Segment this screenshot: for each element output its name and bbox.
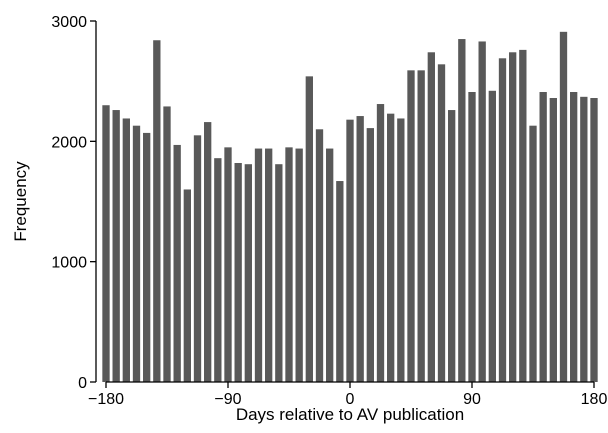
y-tick-label: 2000 <box>51 134 87 151</box>
x-tick-label: −90 <box>214 391 241 408</box>
bar <box>488 90 496 382</box>
bar <box>559 31 568 383</box>
bar <box>458 39 466 383</box>
bar <box>143 132 151 382</box>
x-axis-label: Days relative to AV publication <box>236 405 464 424</box>
bar <box>529 125 537 382</box>
bar <box>437 64 446 382</box>
bar <box>498 58 507 383</box>
x-tick-label: 0 <box>346 391 355 408</box>
bar <box>448 110 456 383</box>
bar <box>315 129 324 382</box>
bar <box>214 158 222 382</box>
bar <box>336 181 344 382</box>
bar <box>478 41 486 383</box>
bar <box>163 106 171 382</box>
bar <box>539 92 547 382</box>
bar <box>549 98 557 382</box>
bar <box>102 105 110 382</box>
bar <box>376 104 385 382</box>
bar <box>193 135 202 382</box>
bar <box>122 118 130 382</box>
y-axis-label: Frequency <box>11 161 30 242</box>
y-ticks-group: 0 1000 2000 3000 <box>51 14 96 392</box>
bar <box>570 92 578 382</box>
bar <box>295 148 303 382</box>
y-tick-label: 1000 <box>51 255 87 272</box>
y-tick-label: 3000 <box>51 14 87 31</box>
bar <box>265 148 273 382</box>
bar <box>356 116 364 382</box>
bar <box>173 144 181 382</box>
bar <box>326 148 334 382</box>
bar <box>366 128 374 382</box>
x-ticks-group: −180 −90 0 90 180 <box>88 382 607 408</box>
y-tick-label: 0 <box>78 375 87 392</box>
bar <box>183 189 191 382</box>
bar <box>387 113 395 382</box>
bar <box>132 125 141 382</box>
bar <box>204 122 212 382</box>
bar <box>427 52 435 382</box>
bar <box>275 164 283 382</box>
bar <box>285 147 293 382</box>
bar <box>346 119 354 383</box>
bar <box>519 49 527 382</box>
x-tick-label: 90 <box>463 391 481 408</box>
bar <box>305 76 313 382</box>
bar <box>509 52 517 382</box>
bar <box>244 164 252 382</box>
bars-group <box>102 31 598 383</box>
x-tick-label: −180 <box>88 391 124 408</box>
bar <box>254 148 263 382</box>
bar <box>407 70 415 382</box>
bar <box>580 96 588 382</box>
x-tick-label: 180 <box>581 391 608 408</box>
bar <box>417 70 425 382</box>
bar <box>112 110 120 383</box>
bar <box>153 40 161 382</box>
bar <box>224 147 232 382</box>
bar <box>468 92 476 382</box>
bar <box>234 162 242 382</box>
bar <box>397 118 405 382</box>
bar <box>590 98 598 382</box>
